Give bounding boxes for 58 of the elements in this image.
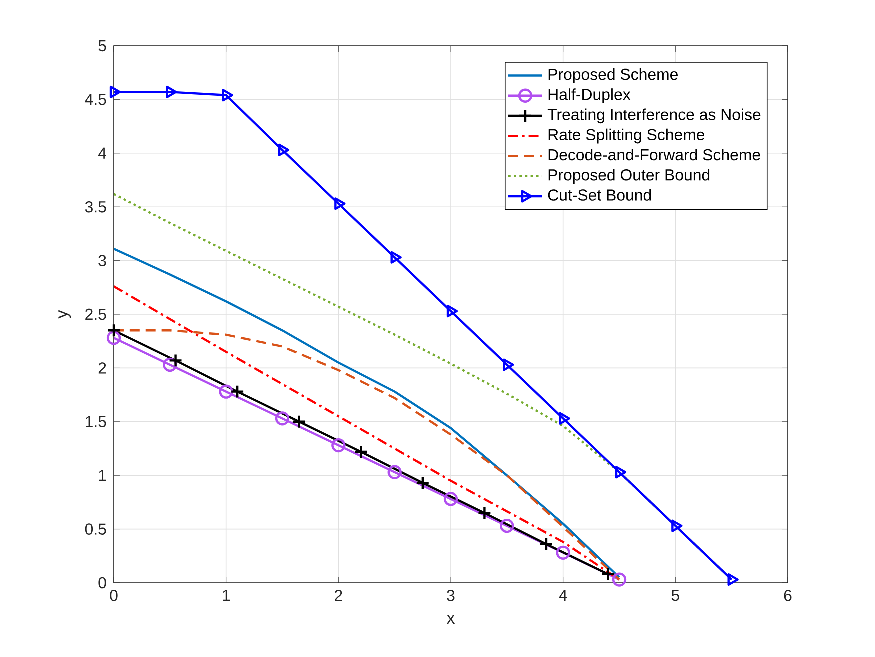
point [556,546,570,560]
legend-label: Half-Duplex [548,88,631,104]
point [275,412,290,426]
point [334,198,346,210]
point [219,384,234,399]
point [672,520,683,532]
y-tick-label: 4.5 [85,94,106,106]
y-axis-title: y [58,310,72,319]
x-tick-label: 3 [447,590,455,602]
x-axis-title: x [446,615,456,624]
x-tick-label: 0 [110,590,118,602]
legend-label: Decode-and-Forward Scheme [548,148,760,161]
point [230,384,245,399]
point [539,537,554,552]
y-tick-label: 4 [98,148,106,159]
y-tick-label: 2 [98,362,106,374]
point [390,251,402,264]
point [388,465,402,480]
legend-label: Proposed Scheme [548,68,678,84]
point [503,358,514,372]
point [416,476,430,490]
y-tick-label: 1 [99,470,106,482]
x-tick-label: 2 [335,590,342,602]
legend-label: Treating Interference as Noise [548,108,761,124]
y-tick-label: 3 [98,255,106,266]
x-tick-label: 5 [672,590,680,602]
point [106,331,122,346]
point [332,438,346,453]
legend-label: Rate Splitting Scheme [548,128,705,144]
point [222,89,234,102]
y-tick-label: 0 [98,577,106,589]
point [559,412,570,425]
y-tick-label: 3.5 [85,201,106,213]
point [446,305,458,318]
point [106,324,122,338]
point [354,444,368,460]
point [728,574,739,586]
point [615,466,627,479]
point [500,519,514,534]
point [110,86,122,98]
legend-label: Proposed Outer Bound [548,169,710,184]
point [163,358,178,372]
point [601,567,616,582]
x-tick-label: 6 [784,590,792,602]
point [166,86,178,98]
y-tick-label: 5 [98,40,106,52]
x-tick-label: 4 [559,590,568,602]
point [292,414,306,429]
point [612,572,627,587]
x-tick-label: 1 [223,590,230,602]
point [478,506,492,520]
y-tick-label: 2.5 [86,308,106,320]
point [168,354,183,368]
point [444,492,458,506]
legend-label: Cut-Set Bound [548,189,652,201]
y-tick-label: 1.5 [86,416,106,428]
point [278,144,290,156]
y-tick-label: 0.5 [85,524,106,535]
